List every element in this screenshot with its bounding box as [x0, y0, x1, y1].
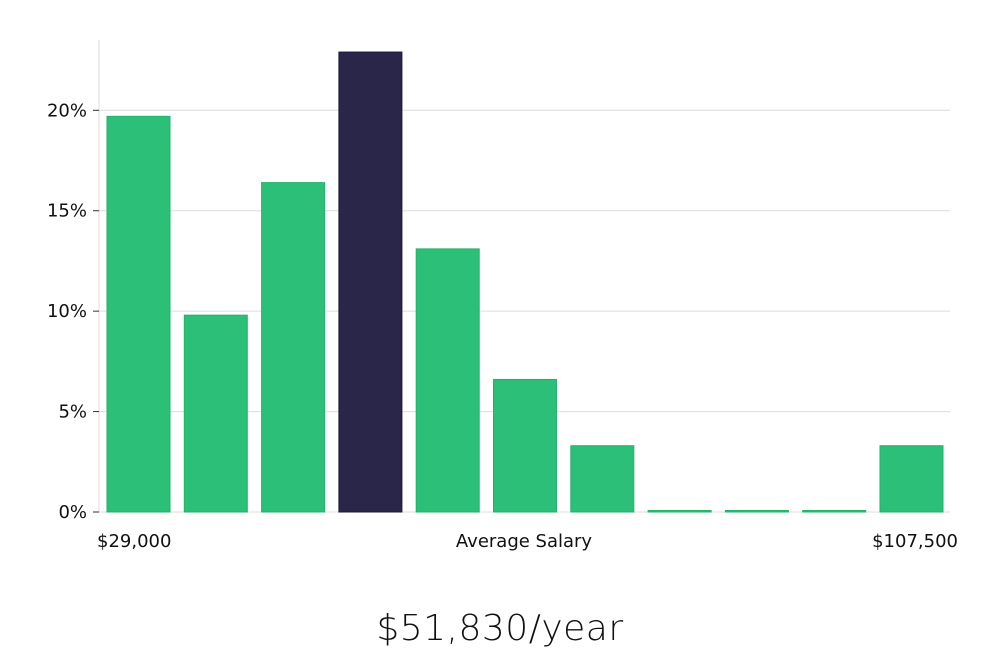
y-tick-label: 15% — [47, 201, 87, 222]
average-salary-value: $51,830/year — [376, 608, 624, 649]
salary-histogram-chart: 0% 5% 10% 15% 20% $29,000 Average Salary $10… — [47, 40, 958, 552]
y-tick-label: 10% — [47, 301, 87, 322]
bars — [106, 51, 944, 513]
y-tick-label: 0% — [58, 502, 87, 523]
y-tick-label: 5% — [58, 402, 87, 423]
y-tick-label: 20% — [47, 100, 87, 121]
y-axis-ticks: 0% 5% 10% 15% 20% — [47, 100, 99, 523]
bar — [879, 445, 944, 513]
bar — [802, 510, 867, 513]
bar — [261, 182, 326, 513]
bar — [106, 115, 171, 513]
x-axis-max-label: $107,500 — [872, 531, 958, 552]
x-axis-title: Average Salary — [456, 531, 593, 552]
bar — [183, 314, 248, 513]
x-axis-min-label: $29,000 — [97, 531, 171, 552]
bar — [647, 510, 712, 513]
bar — [493, 378, 557, 513]
bar — [724, 510, 789, 513]
bar — [570, 445, 635, 513]
bar — [415, 248, 480, 513]
bar-highlighted — [338, 51, 403, 513]
